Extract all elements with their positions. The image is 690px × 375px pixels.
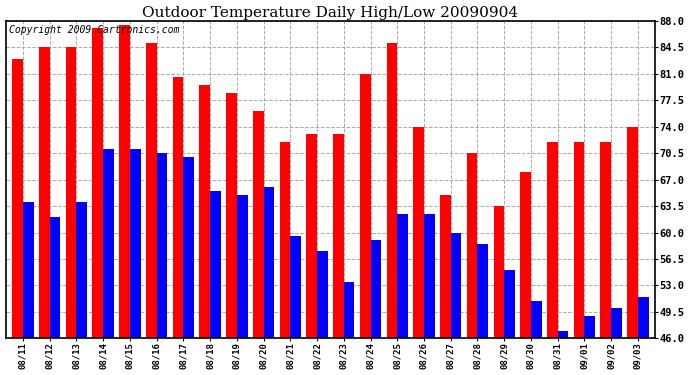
Bar xyxy=(306,134,317,338)
Bar xyxy=(119,24,130,338)
Bar xyxy=(477,244,488,338)
Bar xyxy=(547,142,558,338)
Bar xyxy=(504,270,515,338)
Bar xyxy=(50,217,60,338)
Bar xyxy=(264,187,274,338)
Bar xyxy=(317,251,328,338)
Bar xyxy=(210,191,221,338)
Bar xyxy=(344,282,355,338)
Bar xyxy=(226,93,237,338)
Bar xyxy=(440,195,451,338)
Bar xyxy=(451,232,462,338)
Title: Outdoor Temperature Daily High/Low 20090904: Outdoor Temperature Daily High/Low 20090… xyxy=(142,6,518,20)
Bar xyxy=(290,236,301,338)
Bar xyxy=(520,172,531,338)
Bar xyxy=(157,153,167,338)
Bar xyxy=(103,149,114,338)
Bar xyxy=(23,202,34,338)
Bar xyxy=(77,202,87,338)
Bar xyxy=(172,78,184,338)
Bar xyxy=(253,111,264,338)
Bar xyxy=(413,127,424,338)
Bar xyxy=(184,157,194,338)
Bar xyxy=(130,149,141,338)
Bar xyxy=(12,58,23,338)
Bar xyxy=(397,214,408,338)
Bar xyxy=(638,297,649,338)
Bar xyxy=(92,28,103,338)
Bar xyxy=(611,308,622,338)
Bar xyxy=(573,142,584,338)
Bar xyxy=(558,331,569,338)
Bar xyxy=(386,44,397,338)
Bar xyxy=(531,301,542,338)
Bar xyxy=(199,85,210,338)
Bar xyxy=(237,195,248,338)
Bar xyxy=(66,47,77,338)
Bar xyxy=(333,134,344,338)
Bar xyxy=(279,142,290,338)
Bar xyxy=(600,142,611,338)
Bar xyxy=(424,214,435,338)
Bar xyxy=(359,74,371,338)
Bar xyxy=(627,127,638,338)
Bar xyxy=(584,316,595,338)
Text: Copyright 2009 Cartronics.com: Copyright 2009 Cartronics.com xyxy=(9,26,179,36)
Bar xyxy=(146,44,157,338)
Bar xyxy=(466,153,477,338)
Bar xyxy=(39,47,50,338)
Bar xyxy=(371,240,381,338)
Bar xyxy=(493,206,504,338)
